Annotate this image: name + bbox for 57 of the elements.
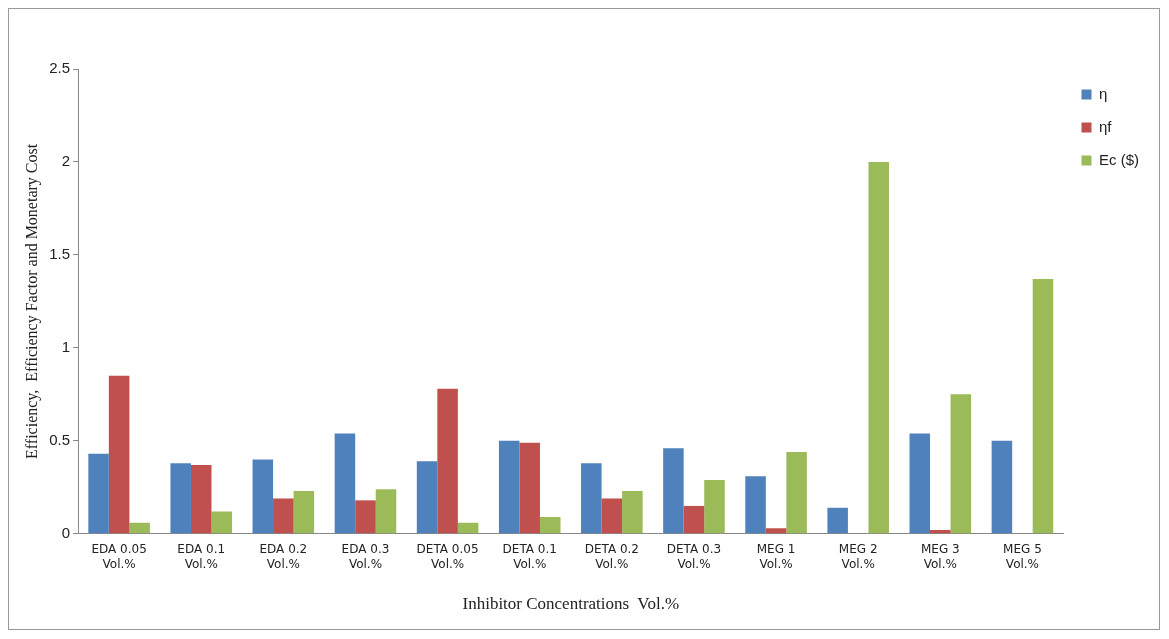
bar (416, 461, 438, 534)
bar (827, 507, 848, 534)
x-tick-label: MEG 1 Vol.% (756, 542, 796, 571)
bar (991, 440, 1013, 534)
bar (273, 498, 294, 534)
bar (786, 452, 807, 534)
bar (622, 491, 643, 534)
x-tick-label: EDA 0.1 Vol.% (177, 542, 226, 571)
bar (683, 505, 705, 534)
bar (211, 511, 233, 534)
bar (129, 522, 150, 534)
x-tick-label: DETA 0.1 Vol.% (502, 542, 557, 571)
legend-label: η (1099, 84, 1108, 102)
bar (868, 161, 889, 534)
x-tick-label: EDA 0.2 Vol.% (259, 542, 308, 571)
x-tick-label: EDA 0.3 Vol.% (341, 542, 390, 571)
y-axis-title: Efficiency, Efficiency Factor and Monetary Cost (22, 143, 41, 459)
x-tick-label: DETA 0.2 Vol.% (584, 542, 639, 571)
bar (581, 463, 602, 534)
x-tick-label: MEG 2 Vol.% (838, 542, 878, 571)
bar (375, 489, 397, 534)
bar (519, 442, 540, 534)
x-tick-label: MEG 5 Vol.% (1003, 542, 1042, 571)
bar (601, 498, 623, 534)
bar (457, 522, 479, 534)
bar (498, 440, 520, 534)
x-tick-label: DETA 0.05 Vol.% (416, 542, 479, 571)
bar (539, 517, 561, 534)
bar (252, 459, 274, 534)
x-tick-label: EDA 0.05 Vol.% (91, 542, 147, 571)
bar (190, 465, 212, 534)
bar (437, 388, 458, 534)
y-tick-label: 0.5 (49, 430, 71, 448)
bar (293, 491, 315, 534)
x-tick-label: DETA 0.3 Vol.% (666, 542, 722, 571)
bar (170, 463, 191, 534)
bar (108, 375, 130, 534)
bar (334, 433, 356, 534)
bar (745, 476, 766, 534)
bar (704, 479, 725, 534)
x-tick-label: MEG 3 Vol.% (920, 542, 960, 571)
bar (909, 433, 931, 534)
bar (930, 530, 951, 534)
legend-label: Ec ($) (1099, 150, 1140, 168)
bar (88, 453, 109, 534)
y-tick-label: 2 (61, 152, 71, 170)
y-tick-label: 1.5 (49, 245, 71, 263)
y-tick-label: 0 (61, 523, 71, 541)
x-axis-title: Inhibitor Concentrations Vol.% (462, 594, 680, 614)
bar (1032, 279, 1054, 534)
y-tick-label: 2.5 (49, 59, 71, 77)
bar (950, 394, 972, 534)
y-tick-label: 1 (61, 338, 71, 356)
legend-label: ηf (1099, 117, 1113, 135)
bar (663, 448, 684, 534)
bar (355, 500, 376, 534)
bar (765, 528, 787, 534)
